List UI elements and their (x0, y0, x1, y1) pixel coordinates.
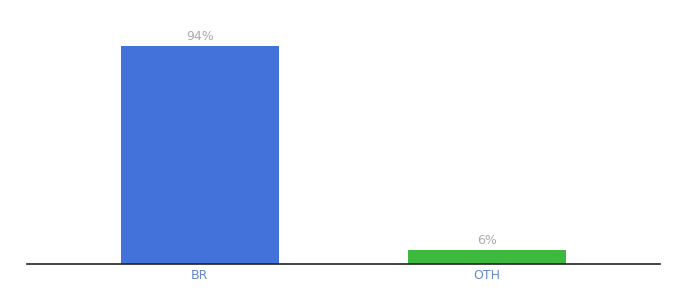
Text: 6%: 6% (477, 234, 497, 247)
Bar (120, 46, 279, 264)
Text: 94%: 94% (186, 30, 214, 43)
Bar (408, 250, 566, 264)
